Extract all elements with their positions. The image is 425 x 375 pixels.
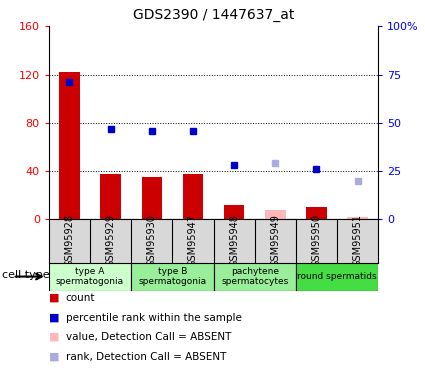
Bar (306, 207, 327, 219)
Text: GSM95947: GSM95947 (188, 214, 198, 267)
Bar (265, 210, 286, 219)
Text: cell type: cell type (2, 270, 50, 280)
Text: GSM95948: GSM95948 (229, 214, 239, 267)
Text: rank, Detection Call = ABSENT: rank, Detection Call = ABSENT (66, 352, 226, 362)
Text: ■: ■ (49, 293, 60, 303)
Bar (59, 72, 80, 219)
Text: ■: ■ (49, 352, 60, 362)
Text: GSM95930: GSM95930 (147, 214, 157, 267)
Bar (183, 174, 203, 219)
Text: type B
spermatogonia: type B spermatogonia (138, 267, 207, 286)
Text: GSM95949: GSM95949 (270, 214, 280, 267)
Bar (100, 174, 121, 219)
Bar (296, 262, 378, 291)
Text: GSM95950: GSM95950 (312, 214, 321, 267)
Bar (142, 177, 162, 219)
Text: value, Detection Call = ABSENT: value, Detection Call = ABSENT (66, 332, 231, 342)
Title: GDS2390 / 1447637_at: GDS2390 / 1447637_at (133, 9, 294, 22)
Text: pachytene
spermatocytes: pachytene spermatocytes (221, 267, 288, 286)
Bar (49, 262, 131, 291)
Bar (224, 205, 244, 219)
Text: percentile rank within the sample: percentile rank within the sample (66, 313, 242, 322)
Text: ■: ■ (49, 332, 60, 342)
Text: type A
spermatogonia: type A spermatogonia (56, 267, 124, 286)
Text: round spermatids: round spermatids (297, 272, 377, 281)
Text: count: count (66, 293, 95, 303)
Text: GSM95929: GSM95929 (106, 214, 116, 267)
Text: GSM95951: GSM95951 (353, 214, 363, 267)
Text: GSM95928: GSM95928 (65, 214, 74, 267)
Text: ■: ■ (49, 313, 60, 322)
Bar (347, 217, 368, 219)
Bar (131, 262, 213, 291)
Bar (213, 262, 296, 291)
